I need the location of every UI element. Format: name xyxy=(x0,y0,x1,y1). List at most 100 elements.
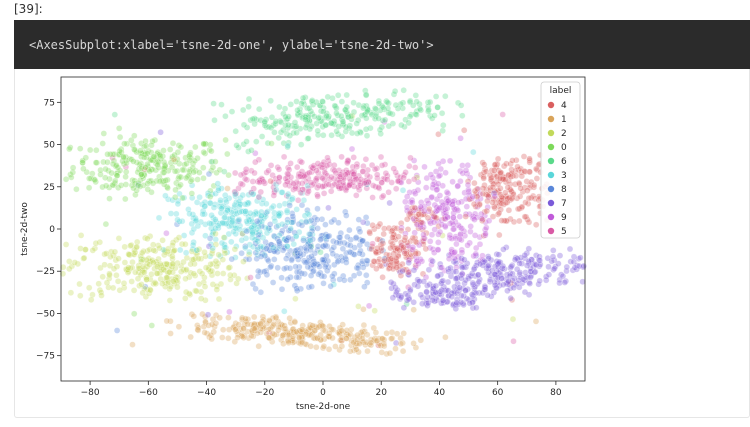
scatter-point-label-3 xyxy=(263,229,271,237)
legend-marker-7 xyxy=(547,199,555,207)
x-tick-label: 60 xyxy=(492,388,504,398)
scatter-point-label-2 xyxy=(115,255,122,262)
scatter-point-label-1 xyxy=(364,347,371,355)
scatter-point-label-3 xyxy=(180,232,188,239)
scatter-point-label-1 xyxy=(190,312,198,320)
scatter-point-label-1 xyxy=(532,318,540,325)
scatter-point-label-4 xyxy=(488,174,495,182)
scatter-point-label-7 xyxy=(461,256,468,263)
x-tick-label: 80 xyxy=(550,388,562,398)
scatter-point-label-9 xyxy=(445,255,453,263)
scatter-point-label-7 xyxy=(505,277,512,285)
scatter-point-label-5 xyxy=(275,178,282,186)
scatter-point-label-1 xyxy=(380,342,388,350)
scatter-point-label-5 xyxy=(410,175,418,183)
legend-marker-6 xyxy=(547,157,555,165)
scatter-point-label-0 xyxy=(194,176,201,183)
scatter-point-label-0 xyxy=(140,154,148,161)
scatter-point-label-0 xyxy=(157,152,164,160)
scatter-point-label-2 xyxy=(219,256,227,263)
scatter-point-label-2 xyxy=(138,249,146,257)
scatter-point-label-6 xyxy=(438,109,446,117)
scatter-point-label-5 xyxy=(252,158,259,166)
scatter-point-label-0 xyxy=(149,179,157,187)
scatter-point-label-3 xyxy=(258,212,265,220)
scatter-point-label-7 xyxy=(494,274,502,282)
scatter-point-label-4 xyxy=(473,185,481,193)
scatter-point-label-6 xyxy=(308,97,316,104)
scatter-point-label-6 xyxy=(376,126,384,134)
scatter-point-label-7 xyxy=(521,288,529,296)
scatter-point-label-2 xyxy=(170,278,177,285)
scatter-point-label-4 xyxy=(516,193,524,200)
scatter-point-label-0 xyxy=(144,186,152,193)
scatter-point-label-9 xyxy=(458,225,466,232)
scatter-point-label-4 xyxy=(514,163,521,171)
scatter-point-label-2 xyxy=(127,242,134,250)
scatter-point-label-8 xyxy=(252,285,259,293)
scatter-point-label-9 xyxy=(163,229,170,237)
scatter-point-label-0 xyxy=(80,165,87,173)
scatter-point-label-6 xyxy=(363,114,370,122)
scatter-point-label-7 xyxy=(403,297,411,304)
output-plot-area: −80 −60 −40 −20 0 20 40 60 80 75 50 25 0 −25 −50 −75 tsn… xyxy=(14,69,750,418)
scatter-point-label-4 xyxy=(481,181,488,189)
scatter-point-label-4 xyxy=(366,228,373,236)
scatter-point-label-6 xyxy=(457,102,465,109)
scatter-point-label-8 xyxy=(289,213,297,220)
scatter-point-label-4 xyxy=(422,245,430,253)
scatter-point-label-9 xyxy=(433,186,440,194)
scatter-point-label-2 xyxy=(163,274,170,281)
scatter-point-label-1 xyxy=(285,339,292,347)
scatter-point-label-7 xyxy=(484,262,492,270)
scatter-point-label-3 xyxy=(193,199,201,206)
scatter-point-label-9 xyxy=(425,200,432,207)
scatter-point-label-2 xyxy=(166,268,173,276)
scatter-point-label-1 xyxy=(265,334,273,342)
scatter-point-label-2 xyxy=(197,295,205,302)
scatter-point-label-7 xyxy=(325,204,332,212)
scatter-point-label-4 xyxy=(491,161,499,169)
legend-marker-4 xyxy=(547,101,555,109)
scatter-point-label-0 xyxy=(138,170,145,178)
scatter-point-label-4 xyxy=(370,257,378,265)
scatter-point-label-7 xyxy=(476,289,483,297)
scatter-point-label-0 xyxy=(209,164,217,171)
scatter-point-label-0 xyxy=(111,177,119,185)
scatter-point-label-7 xyxy=(500,281,507,288)
scatter-point-label-6 xyxy=(425,106,432,114)
scatter-point-label-6 xyxy=(261,118,269,125)
scatter-point-label-3 xyxy=(188,182,196,189)
scatter-point-label-2 xyxy=(125,250,132,258)
scatter-point-label-4 xyxy=(532,221,540,229)
scatter-point-label-4 xyxy=(533,166,541,174)
scatter-point-label-1 xyxy=(293,328,300,335)
scatter-point-label-1 xyxy=(354,331,361,339)
scatter-point-label-7 xyxy=(452,305,460,313)
scatter-point-label-1 xyxy=(187,333,194,341)
scatter-point-label-0 xyxy=(188,190,196,197)
scatter-point-label-6 xyxy=(409,102,417,109)
scatter-point-label-2 xyxy=(165,245,172,253)
x-tick-label: −60 xyxy=(139,388,158,398)
scatter-point-label-2 xyxy=(106,271,113,279)
scatter-point-label-5 xyxy=(342,171,349,178)
scatter-point-label-3 xyxy=(209,244,216,252)
scatter-point-label-0 xyxy=(102,165,109,173)
scatter-point-label-6 xyxy=(379,117,387,124)
scatter-point-label-7 xyxy=(559,272,567,280)
scatter-point-label-2 xyxy=(66,265,73,273)
scatter-point-label-4 xyxy=(389,234,396,241)
scatter-point-label-5 xyxy=(350,154,357,161)
scatter-point-label-1 xyxy=(219,326,227,333)
scatter-point-label-4 xyxy=(520,153,528,160)
scatter-point-label-2 xyxy=(182,240,189,248)
scatter-point-label-7 xyxy=(468,291,476,298)
scatter-point-label-7 xyxy=(447,264,454,272)
scatter-point-label-3 xyxy=(470,148,477,156)
scatter-point-label-0 xyxy=(173,167,181,175)
scatter-point-label-7 xyxy=(410,266,418,274)
scatter-point-label-5 xyxy=(315,182,323,190)
scatter-point-label-6 xyxy=(385,122,393,130)
scatter-point-label-5 xyxy=(293,163,301,171)
